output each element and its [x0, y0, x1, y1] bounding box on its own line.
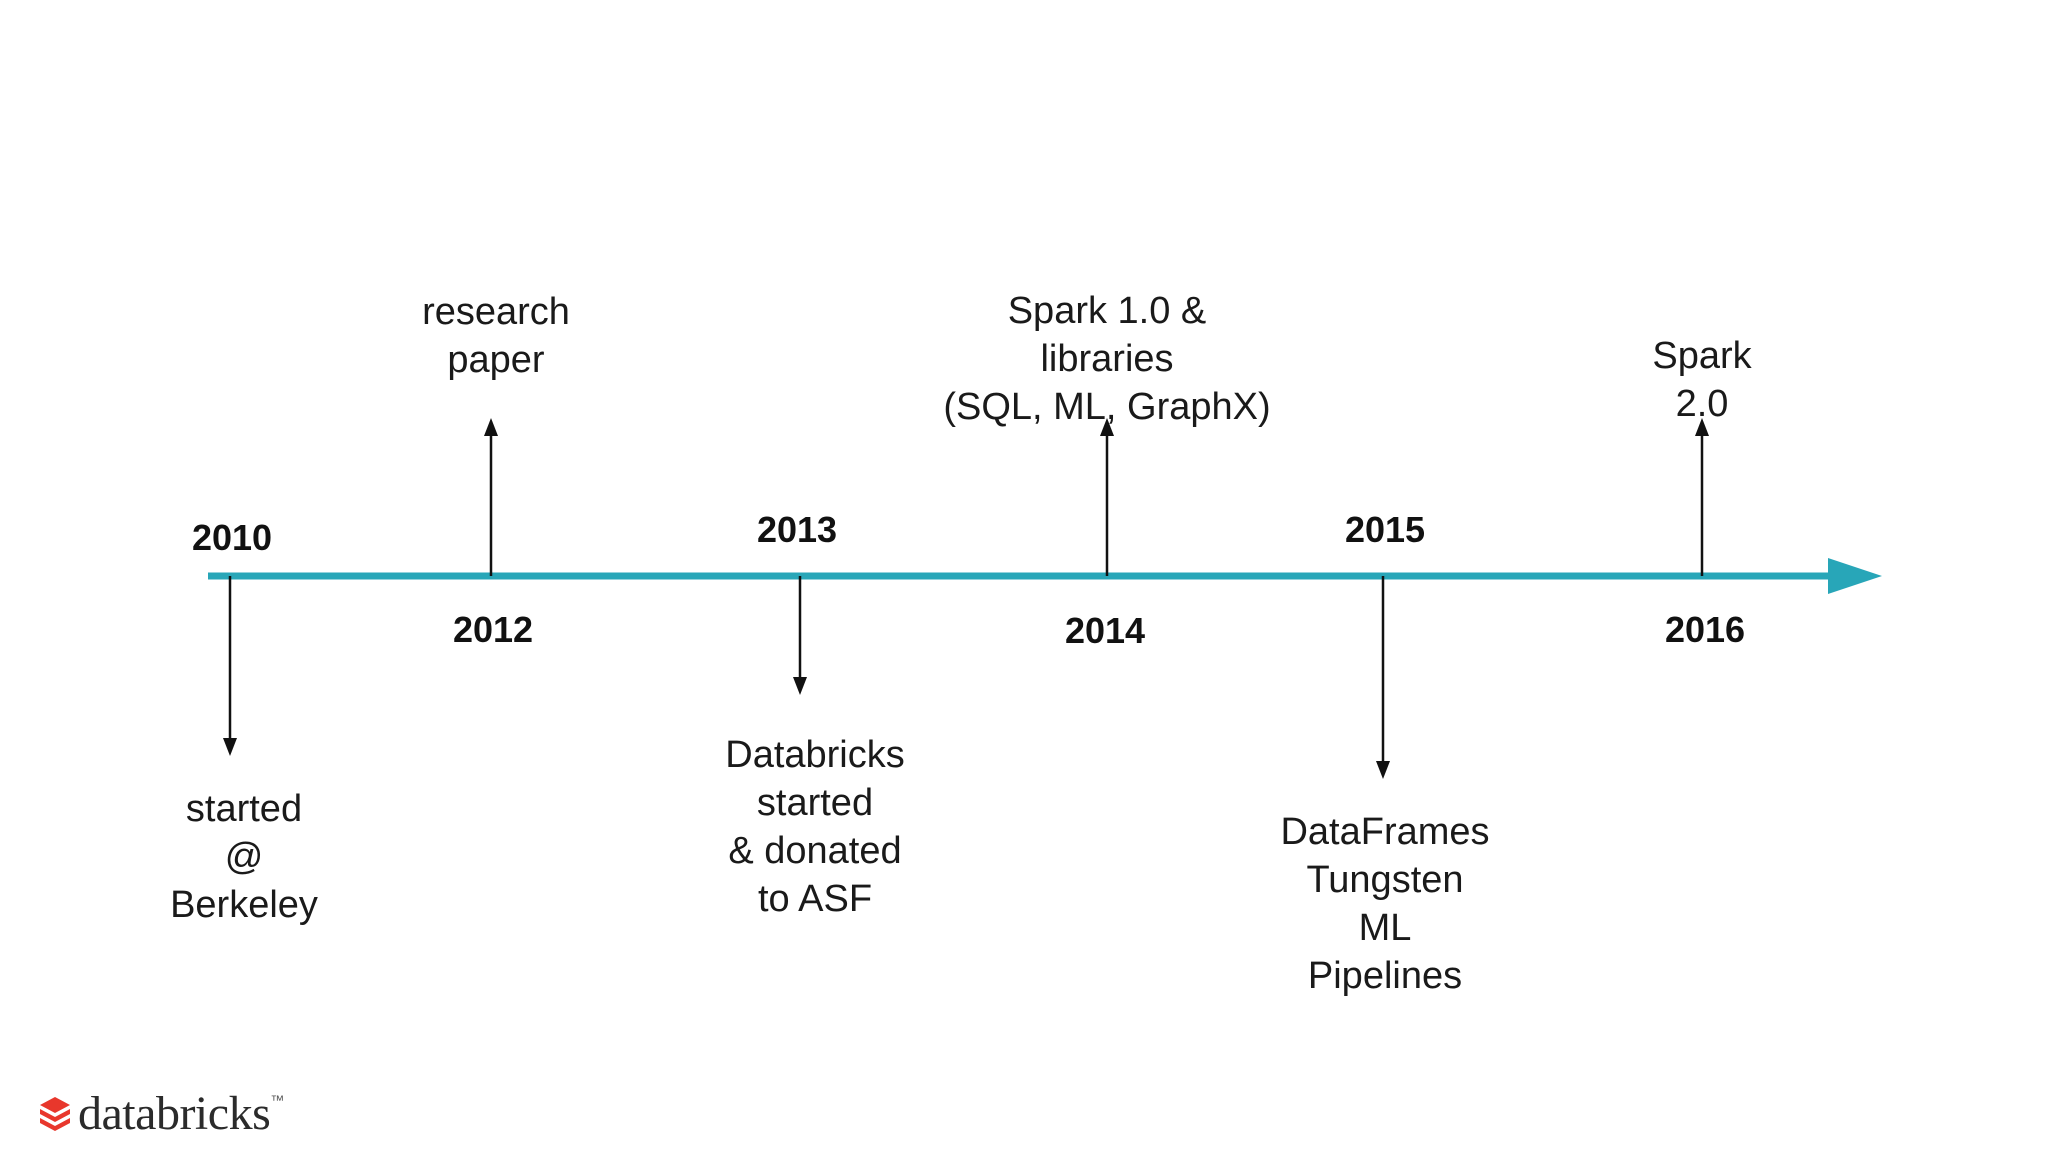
connector-2010-arrowhead: [223, 738, 237, 756]
connector-2012-arrowhead: [484, 418, 498, 436]
event-2012-line: research: [422, 291, 570, 333]
year-label-2012: 2012: [452, 609, 534, 650]
event-2014-line: libraries: [1040, 338, 1174, 380]
event-2015-line: ML: [1358, 907, 1412, 949]
event-2015-line: Tungsten: [1306, 859, 1464, 901]
event-2010-line: started: [185, 788, 303, 830]
connector-2016-arrowhead: [1695, 418, 1709, 436]
year-label-2014: 2014: [1064, 610, 1146, 651]
year-label-2010: 2010: [191, 517, 273, 558]
event-2014-line: (SQL, ML, GraphX): [943, 386, 1271, 428]
event-2010-line: @: [224, 836, 264, 878]
event-2013-line: started: [756, 782, 874, 824]
event-2010-label: started @ Berkeley: [170, 785, 318, 929]
event-2015-line: DataFrames: [1280, 811, 1490, 853]
event-2016-label: Spark 2.0: [1652, 332, 1751, 428]
event-2015-line: Pipelines: [1307, 955, 1463, 997]
logo-wordmark: databricks: [78, 1087, 271, 1140]
event-2012-line: paper: [447, 339, 545, 381]
connector-2015-arrowhead: [1376, 761, 1390, 779]
event-2010-line: Berkeley: [170, 884, 318, 926]
logo-trademark: ™: [270, 1092, 285, 1108]
databricks-stack-icon: [40, 1096, 70, 1131]
connector-2013-arrowhead: [793, 677, 807, 695]
year-label-2013: 2013: [756, 509, 838, 550]
event-2014-label: Spark 1.0 & libraries (SQL, ML, GraphX): [943, 287, 1270, 431]
event-2014-line: Spark 1.0 &: [1007, 290, 1207, 332]
event-2015-label: DataFrames Tungsten ML Pipelines: [1280, 808, 1489, 1000]
databricks-logo: databricks ™: [38, 1086, 284, 1141]
timeline-arrowhead: [1828, 558, 1882, 594]
event-2013-line: Databricks: [725, 734, 905, 776]
event-2012-label: research paper: [422, 288, 570, 384]
event-2013-line: & donated: [728, 830, 902, 872]
event-2013-line: to ASF: [757, 878, 873, 920]
event-2016-line: 2.0: [1675, 383, 1729, 425]
year-label-2015: 2015: [1344, 509, 1426, 550]
year-label-2016: 2016: [1664, 609, 1746, 650]
event-2013-label: Databricks started & donated to ASF: [725, 731, 905, 923]
event-2016-line: Spark: [1652, 335, 1752, 377]
connector-2014-arrowhead: [1100, 418, 1114, 436]
